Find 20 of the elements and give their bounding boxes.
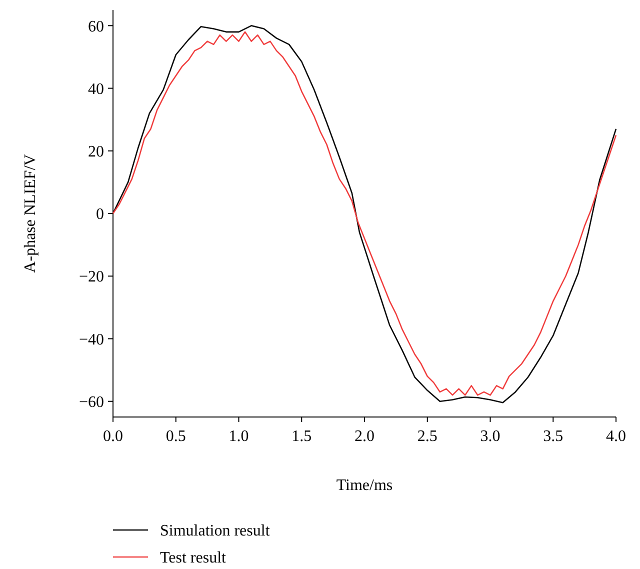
x-tick-label: 4.0 bbox=[606, 428, 626, 445]
x-tick-label: 1.0 bbox=[228, 428, 249, 445]
y-tick-label: −40 bbox=[78, 331, 104, 348]
legend-label: Simulation result bbox=[160, 522, 270, 540]
y-tick-label: 40 bbox=[88, 80, 104, 98]
x-axis-title: Time/ms bbox=[336, 477, 393, 494]
x-tick-label: 1.5 bbox=[292, 428, 312, 445]
x-tick-label: 2.5 bbox=[417, 428, 438, 445]
y-axis-title: A-phase NLIEF/V bbox=[22, 154, 39, 273]
y-tick-label: 0 bbox=[96, 206, 104, 224]
y-tick-label: 20 bbox=[88, 143, 104, 160]
legend-label: Test result bbox=[160, 550, 227, 567]
x-tick-label: 0.5 bbox=[166, 428, 186, 445]
y-tick-label: −60 bbox=[78, 394, 104, 411]
y-tick-label: 60 bbox=[88, 18, 104, 36]
x-tick-label: 3.5 bbox=[543, 428, 564, 445]
x-tick-label: 2.0 bbox=[354, 428, 374, 445]
x-tick-label: 0.0 bbox=[103, 428, 123, 445]
x-tick-label: 3.0 bbox=[480, 428, 500, 445]
y-tick-label: −20 bbox=[78, 268, 104, 286]
